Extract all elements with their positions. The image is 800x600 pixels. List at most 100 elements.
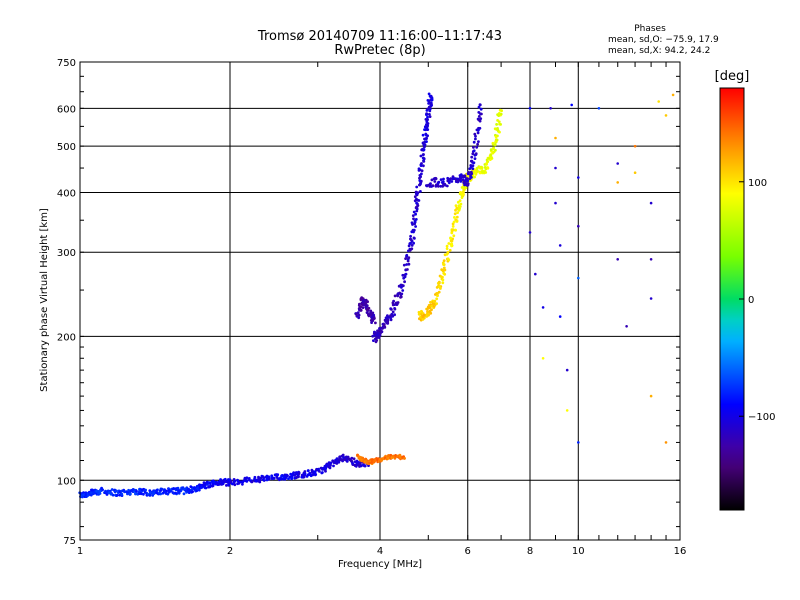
- data-point: [426, 134, 429, 138]
- data-point: [442, 177, 445, 181]
- data-point: [577, 224, 580, 228]
- data-point: [422, 157, 426, 161]
- data-point: [223, 477, 227, 481]
- data-point: [486, 166, 490, 170]
- data-point: [433, 180, 437, 183]
- axis-ticks: 1 2 4 6 8 10 16 75 100 200 300 400 500 600 750: [57, 58, 686, 557]
- data-point: [393, 456, 397, 460]
- data-point: [357, 313, 361, 317]
- data-point: [499, 123, 502, 126]
- data-point: [442, 266, 446, 270]
- data-point: [164, 491, 168, 495]
- data-point: [144, 488, 148, 492]
- data-point: [426, 122, 430, 125]
- data-point: [290, 476, 294, 480]
- data-point: [477, 105, 481, 109]
- x-tick-label: 1: [77, 546, 83, 557]
- data-point: [411, 228, 415, 232]
- data-point: [329, 461, 333, 465]
- data-point: [373, 317, 376, 320]
- data-point: [476, 142, 479, 146]
- data-point: [549, 107, 552, 110]
- data-point: [452, 234, 456, 238]
- data-point: [105, 493, 109, 496]
- data-point: [497, 120, 501, 124]
- data-point: [409, 238, 413, 242]
- data-point: [377, 331, 381, 335]
- data-point: [649, 258, 653, 261]
- x-axis-label: Frequency [MHz]: [338, 559, 422, 570]
- data-point: [407, 256, 411, 260]
- data-point: [456, 200, 460, 204]
- data-point: [370, 321, 373, 324]
- data-point: [360, 464, 363, 468]
- data-point: [494, 138, 498, 142]
- data-layer: [78, 92, 675, 499]
- data-point: [409, 241, 412, 245]
- data-point: [434, 293, 437, 296]
- data-point: [417, 199, 421, 202]
- phases-o-stats: mean, sd,O: −75.9, 17.9: [608, 35, 719, 45]
- data-point: [362, 301, 365, 304]
- data-point: [442, 263, 445, 266]
- data-point: [406, 268, 409, 271]
- data-point: [232, 480, 236, 484]
- data-point: [469, 165, 473, 169]
- data-point: [470, 176, 473, 179]
- data-point: [419, 154, 423, 158]
- data-point: [433, 299, 437, 303]
- data-point: [459, 202, 463, 206]
- data-point: [219, 479, 223, 482]
- data-point: [554, 166, 557, 170]
- data-point: [393, 307, 397, 311]
- colorbar-tick-label: 0: [748, 295, 754, 306]
- data-point: [430, 98, 434, 102]
- data-point: [221, 482, 225, 486]
- data-point: [470, 155, 474, 159]
- data-point: [439, 178, 443, 182]
- data-point: [474, 137, 477, 141]
- data-point: [426, 128, 430, 132]
- data-point: [470, 172, 474, 176]
- data-point: [418, 174, 422, 177]
- data-point: [495, 123, 498, 126]
- data-point: [541, 357, 545, 360]
- data-point: [420, 310, 424, 314]
- data-point: [369, 309, 373, 313]
- data-point: [459, 180, 463, 183]
- data-point: [114, 489, 118, 493]
- data-point: [387, 315, 390, 319]
- data-point: [534, 272, 537, 276]
- data-point: [458, 205, 462, 208]
- data-point: [211, 484, 214, 488]
- data-point: [429, 311, 433, 315]
- data-point: [120, 492, 124, 496]
- data-point: [453, 212, 457, 216]
- y-tick-label: 200: [57, 332, 76, 343]
- y-tick-label: 75: [63, 536, 76, 547]
- data-point: [415, 209, 419, 213]
- data-point: [305, 475, 309, 478]
- data-point: [456, 180, 460, 183]
- data-point: [482, 170, 486, 174]
- data-point: [207, 485, 211, 489]
- data-point: [410, 247, 414, 251]
- data-point: [454, 228, 457, 232]
- data-point: [495, 127, 498, 131]
- data-point: [565, 409, 569, 412]
- data-point: [367, 313, 370, 317]
- data-point: [403, 457, 406, 460]
- data-point: [487, 157, 491, 160]
- data-point: [494, 135, 498, 139]
- data-point: [253, 475, 257, 479]
- data-point: [649, 201, 653, 205]
- data-point: [429, 300, 432, 304]
- data-point: [276, 473, 280, 477]
- data-point: [303, 472, 307, 476]
- data-point: [633, 144, 637, 148]
- data-point: [391, 314, 395, 318]
- data-point: [372, 460, 376, 463]
- data-point: [373, 330, 376, 334]
- data-point: [378, 333, 382, 337]
- data-point: [364, 301, 367, 305]
